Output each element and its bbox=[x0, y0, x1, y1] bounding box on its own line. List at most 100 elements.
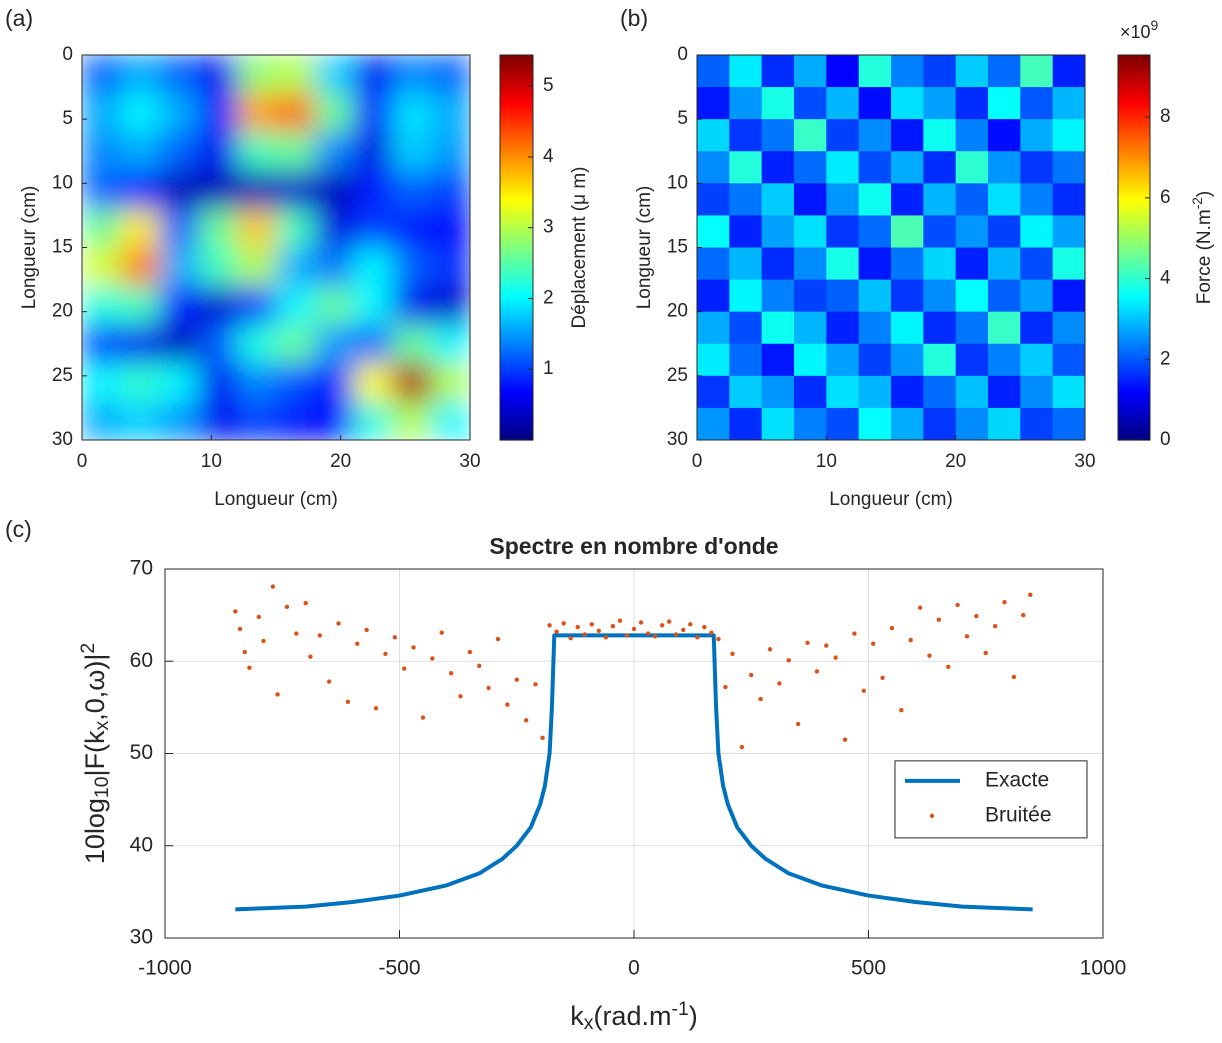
heatmap-cell bbox=[794, 151, 827, 184]
colorbar-swatch bbox=[1118, 142, 1150, 146]
y-axis-label: Longueur (cm) bbox=[19, 186, 40, 310]
heatmap-cell bbox=[120, 401, 161, 440]
x-axis-label-subscript: x bbox=[584, 1012, 594, 1034]
heatmap-cell bbox=[761, 247, 795, 281]
heatmap-cell bbox=[198, 324, 238, 364]
colorbar-swatch bbox=[500, 82, 533, 86]
colorbar-swatch bbox=[500, 355, 533, 360]
colorbar-swatch bbox=[500, 400, 533, 405]
heatmap-cell bbox=[988, 87, 1021, 120]
colorbar-swatch bbox=[1118, 322, 1150, 327]
heatmap-cell bbox=[1020, 215, 1054, 249]
colorbar-swatch bbox=[500, 334, 533, 339]
scatter-point bbox=[610, 623, 616, 629]
colorbar-swatch bbox=[1118, 64, 1150, 68]
heatmap-cell bbox=[276, 170, 316, 210]
heatmap-cell bbox=[1020, 151, 1054, 184]
scatter-point bbox=[439, 630, 444, 635]
colorbar-swatch bbox=[500, 226, 533, 231]
heatmap-cell bbox=[697, 375, 730, 409]
colorbar-swatch bbox=[500, 238, 533, 243]
colorbar-swatch bbox=[1118, 346, 1150, 351]
scatter-point bbox=[983, 650, 988, 656]
heatmap-cell bbox=[794, 343, 827, 377]
x-tick-label: -500 bbox=[378, 957, 420, 980]
scatter-point bbox=[880, 675, 885, 681]
heatmap-cell bbox=[697, 151, 730, 184]
heatmap-cell bbox=[826, 279, 860, 313]
heatmap-cell bbox=[159, 363, 199, 403]
heatmap-cell bbox=[858, 279, 892, 313]
scatter-point bbox=[852, 631, 857, 636]
colorbar-swatch bbox=[500, 235, 533, 240]
colorbar-tick-label: 0 bbox=[1160, 429, 1171, 450]
heatmap-cell bbox=[392, 132, 432, 172]
colorbar-swatch bbox=[1118, 184, 1150, 188]
heatmap-cell bbox=[276, 286, 316, 326]
heatmap-cell bbox=[198, 170, 238, 210]
colorbar-swatch bbox=[1118, 76, 1150, 80]
heatmap-cell bbox=[1020, 247, 1054, 281]
heatmap-cell bbox=[858, 343, 892, 377]
y-tick-label: 25 bbox=[667, 365, 688, 386]
colorbar-swatch bbox=[500, 70, 533, 74]
y-tick-label: 10 bbox=[52, 172, 73, 193]
scatter-point bbox=[582, 632, 587, 637]
colorbar-swatch bbox=[500, 433, 533, 438]
scatter-point bbox=[749, 672, 754, 678]
heatmap-cell bbox=[923, 151, 957, 184]
colorbar-swatch bbox=[500, 241, 533, 246]
colorbar-tick-label: 1 bbox=[543, 358, 554, 379]
colorbar-swatch bbox=[1118, 295, 1150, 300]
exponent-power: 9 bbox=[1151, 17, 1159, 33]
colorbar-swatch bbox=[500, 283, 533, 288]
colorbar-swatch bbox=[1118, 235, 1150, 240]
colorbar-swatch bbox=[1118, 181, 1150, 185]
heatmap-cell bbox=[697, 87, 730, 120]
heatmap-cell bbox=[826, 375, 860, 409]
colorbar-swatch bbox=[1118, 163, 1150, 167]
colorbar-swatch bbox=[500, 199, 533, 203]
colorbar-swatch bbox=[500, 295, 533, 300]
colorbar-swatch bbox=[500, 325, 533, 330]
heatmap-cell bbox=[314, 363, 355, 403]
colorbar-swatch bbox=[500, 340, 533, 345]
colorbar-swatch bbox=[500, 136, 533, 140]
heatmap-cell bbox=[237, 286, 277, 326]
colorbar-swatch bbox=[500, 271, 533, 276]
y-tick-label: 15 bbox=[52, 237, 73, 258]
y-axis-label-part: |F(k bbox=[80, 730, 110, 776]
heatmap-cell bbox=[729, 119, 763, 152]
colorbar-label: Déplacement (μ m) bbox=[569, 167, 590, 329]
colorbar-swatch bbox=[1118, 214, 1150, 219]
colorbar-swatch bbox=[1118, 385, 1150, 390]
heatmap-cell bbox=[276, 132, 316, 172]
scatter-point bbox=[540, 735, 545, 741]
heatmap-cell bbox=[314, 286, 355, 326]
colorbar-swatch bbox=[1118, 391, 1150, 396]
heatmap-cell bbox=[955, 151, 989, 184]
colorbar-swatch bbox=[1118, 241, 1150, 246]
heatmap-cell bbox=[314, 324, 355, 364]
scatter-point bbox=[777, 681, 782, 686]
colorbar-swatch bbox=[500, 301, 533, 306]
heatmap-cell bbox=[1052, 311, 1085, 345]
colorbar-swatch bbox=[1118, 397, 1150, 402]
colorbar-swatch bbox=[1118, 73, 1150, 77]
colorbar-swatch bbox=[500, 304, 533, 309]
colorbar-swatch bbox=[1118, 121, 1150, 125]
colorbar-swatch bbox=[500, 94, 533, 98]
colorbar-swatch bbox=[1118, 310, 1150, 315]
scatter-point bbox=[899, 707, 904, 713]
heatmap-cell bbox=[858, 407, 892, 440]
scatter-point bbox=[908, 637, 913, 643]
colorbar-swatch bbox=[1118, 340, 1150, 345]
colorbar-tick-label: 3 bbox=[543, 217, 554, 238]
y-axis-label-part: ,0,ω)| bbox=[80, 654, 110, 721]
colorbar-swatch bbox=[500, 337, 533, 342]
colorbar-swatch bbox=[500, 127, 533, 131]
colorbar-swatch bbox=[500, 331, 533, 336]
colorbar-swatch bbox=[500, 418, 533, 423]
colorbar-swatch bbox=[1118, 172, 1150, 176]
heatmap-cell bbox=[198, 132, 238, 172]
